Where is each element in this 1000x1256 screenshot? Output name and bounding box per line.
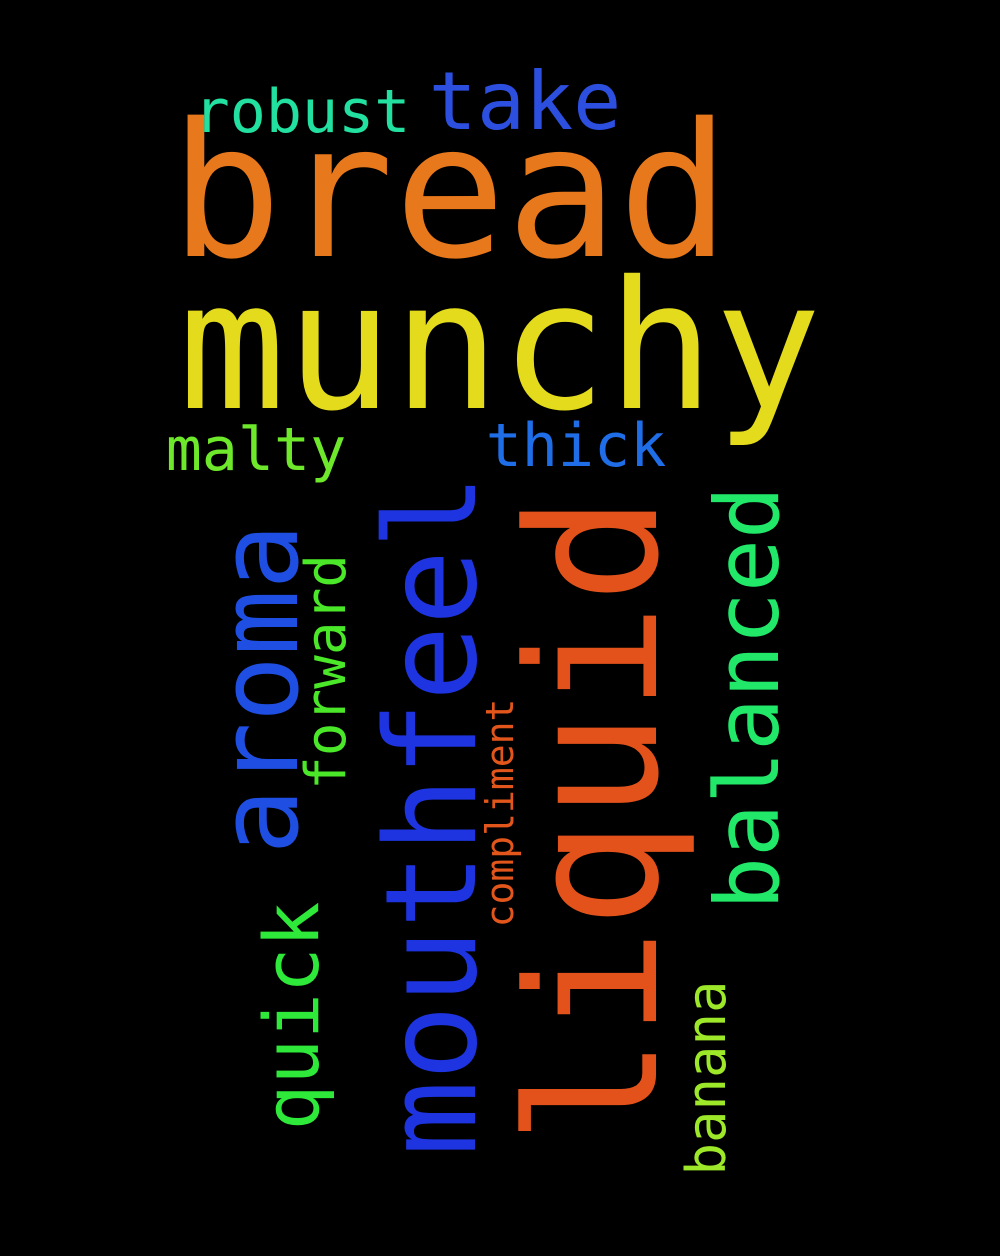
word-munchy: munchy (178, 243, 822, 450)
word-balanced: balanced (696, 486, 799, 910)
word-compliment: compliment (478, 698, 522, 928)
word-take: take (428, 55, 622, 148)
word-thick: thick (485, 411, 667, 481)
word-mouthfeel: mouthfeel (358, 473, 505, 1157)
word-liquid: liquid (490, 494, 699, 1146)
word-banana: banana (675, 980, 738, 1176)
word-quick: quick (247, 901, 336, 1131)
word-robust: robust (193, 77, 411, 147)
word-bread: bread (170, 83, 730, 300)
word-forward: forward (294, 553, 359, 791)
word-malty: malty (165, 415, 347, 485)
